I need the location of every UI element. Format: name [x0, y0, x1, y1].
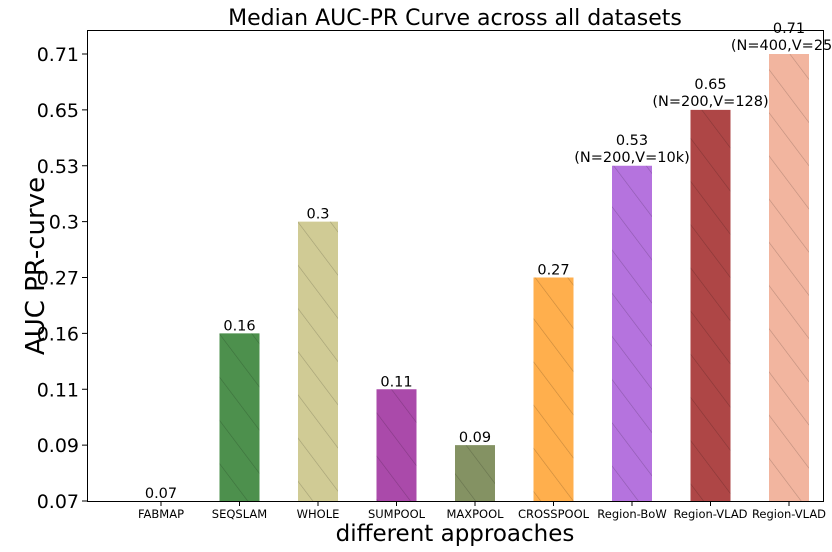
data-label: 0.71	[773, 21, 805, 37]
x-tick-label: SUMPOOL	[368, 507, 426, 521]
bar-hatch	[612, 165, 652, 501]
bar-hatch	[455, 445, 495, 501]
x-axis-ticks: FABMAP SEQSLAM WHOLE SUMPOOL MAXPOOL CROSSPOO…	[138, 501, 826, 521]
data-annotation: (N=200,V=10k)	[574, 150, 690, 166]
data-labels-group: 0.07 0.16 0.3 0.11 0.09 0.27 0.53(N=200,V=10k)…	[145, 21, 832, 502]
data-label: 0.16	[223, 318, 255, 334]
y-axis-title: AUC PR-curve	[21, 177, 51, 355]
data-label: 0.3	[306, 207, 329, 223]
x-tick-label: MAXPOOL	[446, 507, 504, 521]
bar-hatch	[376, 389, 417, 501]
bar-hatch	[769, 54, 809, 501]
x-tick-label: CROSSPOOL	[518, 507, 590, 521]
y-tick-label: 0.3	[49, 212, 79, 234]
data-label: 0.09	[459, 430, 491, 446]
data-label: 0.53	[616, 133, 648, 149]
bar-hatch	[298, 221, 338, 501]
data-label: 0.27	[537, 263, 569, 279]
bars-group	[219, 54, 809, 501]
y-axis-ticks: 0.07 0.09 0.11 0.16 0.27 0.3 0.53 0.65 0.71	[37, 44, 87, 513]
data-annotation: (N=400,V=256)	[731, 38, 832, 54]
plot-frame	[87, 30, 824, 502]
x-tick-label: FABMAP	[138, 507, 184, 521]
x-tick-label: Region-BoW	[597, 507, 666, 521]
chart-title: Median AUC-PR Curve across all datasets	[228, 6, 682, 31]
x-tick-label: SEQSLAM	[212, 507, 267, 521]
y-tick-label: 0.11	[37, 379, 79, 401]
y-tick-label: 0.65	[37, 100, 79, 122]
data-label: 0.07	[145, 486, 177, 502]
x-axis-title: different approaches	[336, 521, 575, 547]
x-tick-label: WHOLE	[297, 507, 340, 521]
y-tick-label: 0.71	[37, 44, 79, 66]
data-annotation: (N=200,V=128)	[652, 94, 768, 110]
bar-hatch	[690, 109, 731, 501]
data-label: 0.65	[694, 77, 726, 93]
x-tick-label: Region-VLAD	[673, 507, 747, 521]
x-tick-label: Region-VLAD	[752, 507, 826, 521]
y-tick-label: 0.07	[37, 491, 79, 513]
y-tick-label: 0.53	[37, 156, 79, 178]
y-tick-label: 0.16	[37, 323, 79, 345]
bar-hatch	[219, 333, 260, 501]
bar-hatch	[533, 277, 574, 501]
y-tick-label: 0.27	[37, 268, 79, 290]
y-tick-label: 0.09	[37, 435, 79, 457]
data-label: 0.11	[380, 374, 412, 390]
